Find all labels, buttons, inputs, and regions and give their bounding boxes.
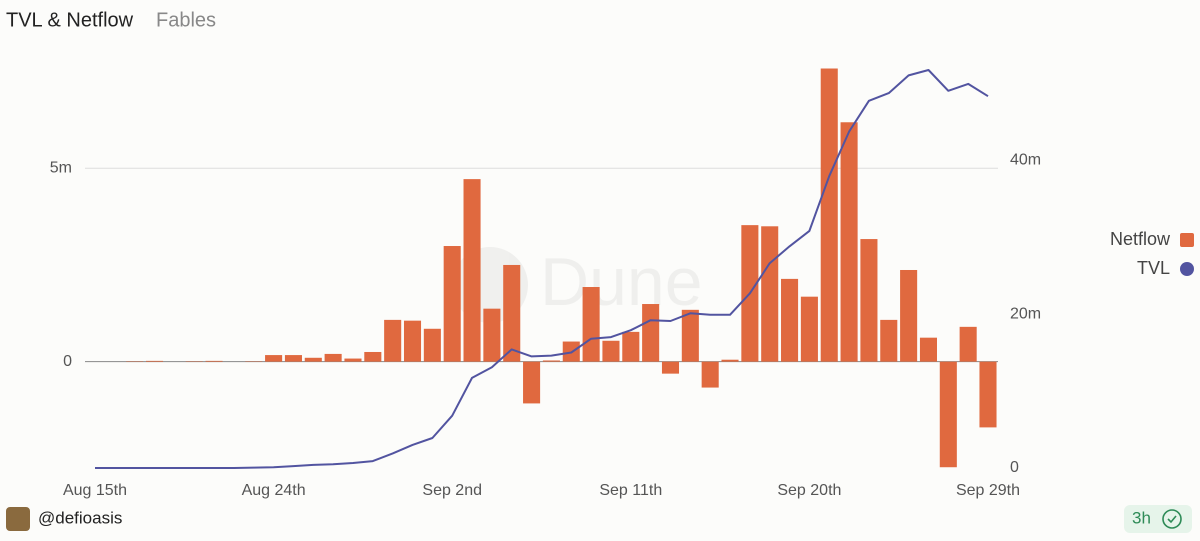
x-tick-label: Aug 15th bbox=[63, 482, 127, 499]
x-tick-label: Sep 11th bbox=[599, 482, 662, 499]
bar bbox=[364, 351, 382, 362]
bar bbox=[265, 355, 283, 362]
check-mark bbox=[1167, 515, 1177, 524]
bar bbox=[959, 326, 977, 362]
bar bbox=[284, 355, 302, 362]
legend-label: TVL bbox=[1137, 258, 1170, 278]
x-tick-label: Sep 29th bbox=[956, 482, 1020, 499]
y-tick-label: 0 bbox=[63, 353, 72, 370]
avatar bbox=[6, 507, 30, 531]
bar bbox=[384, 319, 402, 362]
bar bbox=[523, 361, 541, 404]
bar bbox=[820, 68, 838, 362]
bar bbox=[781, 278, 799, 362]
bar bbox=[900, 269, 918, 362]
bar bbox=[205, 360, 223, 362]
bar bbox=[860, 239, 878, 362]
bar bbox=[701, 361, 719, 388]
y2-tick-label: 40m bbox=[1010, 151, 1041, 168]
bar bbox=[761, 226, 779, 362]
bar bbox=[463, 179, 481, 362]
bar bbox=[542, 360, 560, 362]
y-tick-label: 5m bbox=[50, 160, 72, 177]
bar bbox=[880, 319, 898, 362]
bar bbox=[443, 246, 461, 362]
footer-user: @defioasis bbox=[38, 508, 122, 527]
bar bbox=[800, 296, 818, 362]
bar bbox=[602, 340, 620, 362]
bar bbox=[483, 308, 501, 362]
chart-title: TVL & Netflow bbox=[6, 9, 134, 31]
bar bbox=[939, 361, 957, 468]
check-icon bbox=[1162, 509, 1182, 529]
bar bbox=[582, 287, 600, 362]
footer-age: 3h bbox=[1132, 508, 1151, 527]
bar bbox=[423, 328, 441, 362]
chart-subtitle: Fables bbox=[156, 9, 216, 31]
legend-label: Netflow bbox=[1110, 229, 1171, 249]
x-tick-label: Aug 24th bbox=[242, 482, 306, 499]
bar bbox=[503, 264, 521, 362]
bar bbox=[146, 360, 164, 362]
bar bbox=[403, 320, 422, 362]
bar bbox=[661, 361, 680, 374]
bar bbox=[622, 331, 640, 362]
legend-swatch bbox=[1180, 233, 1194, 247]
line bbox=[95, 69, 989, 469]
y2-tick-label: 0 bbox=[1010, 459, 1019, 476]
x-tick-label: Sep 20th bbox=[777, 482, 841, 499]
bar bbox=[642, 304, 660, 362]
bar bbox=[304, 357, 322, 362]
bar bbox=[344, 358, 362, 362]
bar bbox=[721, 359, 739, 362]
bar bbox=[979, 361, 997, 428]
bar bbox=[919, 337, 937, 362]
legend-swatch bbox=[1180, 262, 1194, 276]
age-badge bbox=[1124, 505, 1192, 533]
bar bbox=[840, 122, 858, 362]
watermark-text: Dune bbox=[540, 244, 703, 320]
bar bbox=[324, 353, 342, 362]
bar bbox=[681, 309, 699, 362]
x-tick-label: Sep 2nd bbox=[422, 482, 482, 499]
y2-tick-label: 20m bbox=[1010, 305, 1041, 322]
